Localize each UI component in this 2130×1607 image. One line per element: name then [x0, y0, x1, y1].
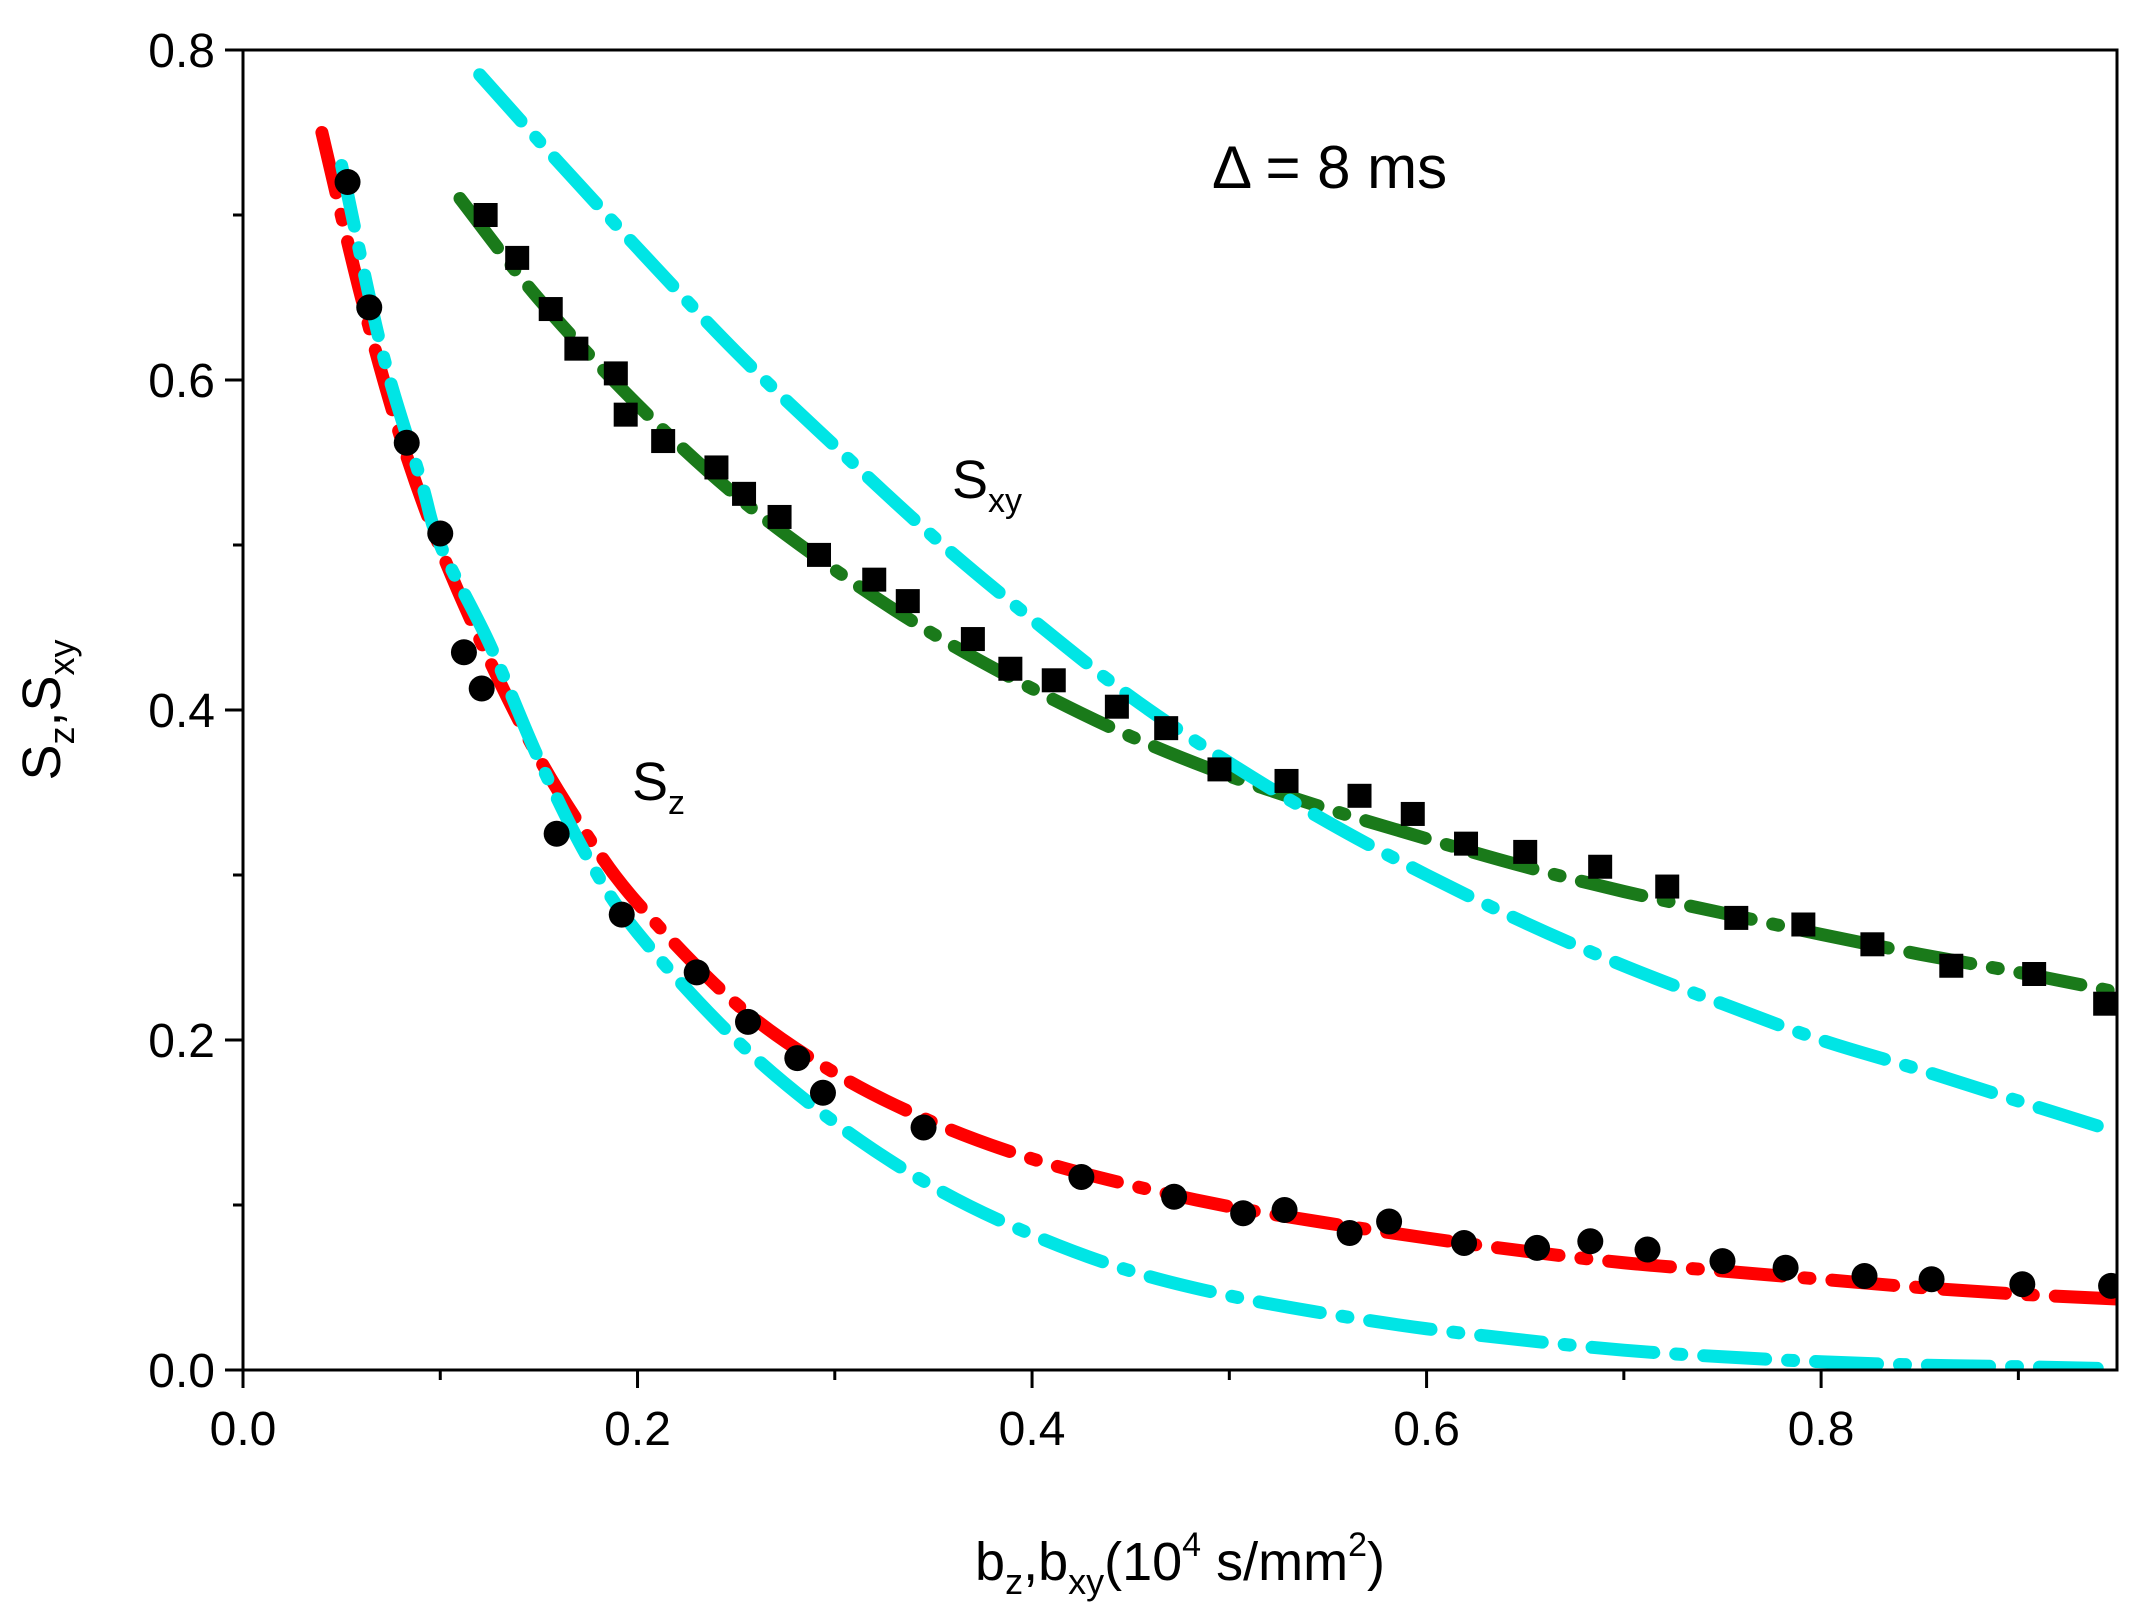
y-title-main: S: [12, 745, 72, 781]
x-tick-label: 0.6: [1393, 1403, 1460, 1456]
x-title-unit-mid: s/mm: [1201, 1532, 1348, 1592]
sz-curve-label: Sz: [632, 752, 685, 822]
sxy-data-point: [1347, 783, 1372, 808]
sz-data-point: [2098, 1272, 2117, 1299]
sxy-data-point: [1154, 716, 1179, 741]
sxy-data-point: [1400, 801, 1425, 826]
sz-data-point: [809, 1079, 836, 1106]
sxy-data-point: [704, 455, 729, 480]
fit-curve-sxy-model: [473, 68, 2104, 1133]
sxy-data-point: [651, 429, 676, 454]
x-title-unit-open: (10: [1104, 1532, 1182, 1592]
sxy-data-point: [2022, 962, 2047, 986]
fit-curve-sz-model: [335, 159, 2104, 1370]
sz-data-point: [1709, 1248, 1736, 1275]
y-tick-label: 0.4: [148, 685, 215, 738]
sxy-data-point: [1791, 912, 1816, 937]
sxy-data-point: [998, 656, 1023, 681]
sxy-data-point: [1207, 757, 1232, 782]
x-tick-label: 0.4: [999, 1403, 1066, 1456]
sz-data-point: [1271, 1196, 1298, 1223]
sxy-data-point: [2093, 991, 2117, 1016]
sz-data-point: [1634, 1236, 1661, 1263]
x-title-exp2: 2: [1348, 1526, 1367, 1564]
markers-layer: [334, 169, 2117, 1299]
x-title-exp: 4: [1182, 1526, 1201, 1564]
sxy-data-point: [1655, 874, 1680, 899]
sz-data-point: [608, 901, 635, 928]
x-title-main: b: [975, 1532, 1005, 1592]
x-title-sub2: xy: [1068, 1561, 1104, 1602]
sz-data-point: [356, 294, 383, 321]
sz-data-point: [1577, 1228, 1604, 1255]
sxy-curve-label: Sxy: [952, 450, 1022, 520]
sz-data-point: [393, 429, 420, 456]
sxy-data-point: [1724, 905, 1749, 930]
sz-data-point: [450, 639, 477, 666]
sz-data-point: [1851, 1262, 1878, 1289]
sz-data-point: [543, 820, 570, 847]
sxy-data-point: [1588, 854, 1613, 879]
sxy-label-sub: xy: [988, 482, 1022, 520]
sz-data-point: [468, 675, 495, 702]
sxy-data-point: [895, 589, 920, 614]
x-axis-title: bz,bxy(104 s/mm2): [975, 1526, 1385, 1602]
sz-data-point: [734, 1008, 761, 1035]
x-tick-label: 0.0: [210, 1403, 277, 1456]
y-title-sep: ,S: [12, 675, 72, 726]
sxy-data-point: [1513, 839, 1538, 864]
sz-data-point: [784, 1045, 811, 1072]
x-title-sep: ,b: [1023, 1532, 1068, 1592]
sxy-data-point: [1860, 932, 1885, 957]
sxy-data-point: [473, 203, 498, 227]
sz-label-main: S: [632, 752, 668, 812]
y-tick-label: 0.2: [148, 1015, 215, 1068]
y-tick-label: 0.8: [148, 25, 215, 78]
sxy-data-point: [538, 297, 563, 322]
sxy-data-point: [1041, 668, 1066, 693]
sxy-data-point: [505, 245, 530, 270]
y-tick-label: 0.0: [148, 1345, 215, 1398]
sz-data-point: [1068, 1163, 1095, 1190]
sz-data-point: [1451, 1229, 1478, 1256]
sz-data-point: [334, 169, 361, 195]
sz-data-point: [1336, 1220, 1363, 1247]
axes-ticks: 0.0 0.2 0.4 0.6 0.8 0.0 0.2 0.4 0.6 0.8: [148, 25, 2020, 1456]
y-title-sub2: xy: [41, 639, 82, 675]
delta-annotation: Δ = 8 ms: [1212, 134, 1447, 201]
sxy-data-point: [862, 567, 887, 592]
sz-data-point: [910, 1114, 937, 1141]
sxy-data-point: [807, 542, 832, 567]
sxy-data-point: [732, 481, 757, 506]
sxy-data-point: [960, 627, 985, 652]
sxy-data-point: [603, 361, 628, 386]
sz-label-sub: z: [668, 784, 685, 822]
x-title-sub1: z: [1005, 1561, 1023, 1602]
x-tick-label: 0.8: [1788, 1403, 1855, 1456]
sz-data-point: [2009, 1271, 2036, 1298]
sz-data-point: [1772, 1254, 1799, 1281]
y-tick-label: 0.6: [148, 355, 215, 408]
sz-data-point: [1918, 1266, 1945, 1293]
y-axis-title: Sz,Sxy: [12, 639, 82, 780]
sxy-data-point: [613, 402, 638, 427]
y-title-sub1: z: [41, 727, 82, 745]
sz-data-point: [1376, 1208, 1403, 1235]
x-tick-label: 0.2: [604, 1403, 671, 1456]
sxy-data-point: [1104, 694, 1129, 719]
x-title-unit-close: ): [1367, 1532, 1385, 1592]
sxy-data-point: [767, 504, 792, 529]
sxy-data-point: [1939, 953, 1964, 978]
sz-data-point: [427, 520, 454, 547]
sz-data-point: [1230, 1200, 1257, 1227]
sxy-label-main: S: [952, 450, 988, 510]
sz-data-point: [1524, 1234, 1551, 1261]
sxy-data-point: [1274, 768, 1299, 793]
sz-data-point: [683, 959, 710, 986]
sxy-data-point: [1454, 831, 1479, 856]
sz-data-point: [1161, 1183, 1188, 1210]
sxy-data-point: [564, 336, 589, 361]
